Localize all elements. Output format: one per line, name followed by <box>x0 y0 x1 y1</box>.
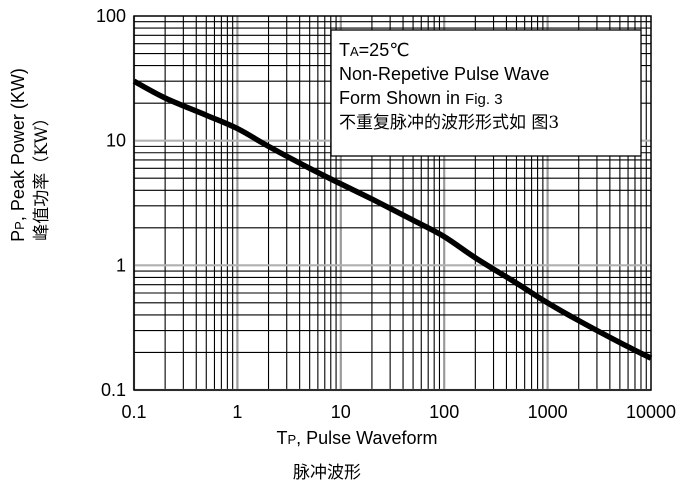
annotation-temp-subscript: A <box>350 44 359 59</box>
y-tick-label: 0.1 <box>101 380 126 400</box>
annotation-figure-ref: Fig. 3 <box>465 91 503 108</box>
annotation-line-3-main: Form Shown in <box>339 88 465 108</box>
y-axis-label-subscript: P <box>12 221 27 230</box>
annotation-temp-value: =25℃ <box>359 40 410 60</box>
x-axis-label-subscript: P <box>287 432 296 447</box>
annotation-temp-symbol: T <box>339 40 350 60</box>
y-tick-label: 1 <box>116 255 126 275</box>
tick-labels: 0.1 1 10 100 1000 10000 0.1 1 10 100 <box>96 6 676 422</box>
y-axis-label-symbol: P <box>8 230 28 242</box>
x-axis-label-cn: 脉冲波形 <box>293 463 361 483</box>
y-axis-label: PP, Peak Power (KW) <box>8 68 28 242</box>
series-layer <box>132 78 653 361</box>
x-tick-label: 1000 <box>528 402 568 422</box>
x-tick-label: 100 <box>429 402 459 422</box>
annotation-condition: TA=25℃ <box>339 40 409 60</box>
x-tick-label: 10 <box>331 402 351 422</box>
annotation-line-3: Form Shown in Fig. 3 <box>339 88 503 108</box>
x-tick-label: 10000 <box>626 402 676 422</box>
series-line-0 <box>132 78 653 361</box>
y-axis-label-text: , Peak Power (KW) <box>8 68 28 221</box>
x-axis-label-text: , Pulse Waveform <box>296 428 437 448</box>
annotation-background <box>330 29 642 157</box>
annotation-line-cn: 不重复脉冲的波形形式如 图3 <box>339 113 559 133</box>
x-axis-label: TP, Pulse Waveform <box>276 428 437 448</box>
x-tick-label: 1 <box>232 402 242 422</box>
plot-border <box>133 15 652 391</box>
y-tick-label: 10 <box>106 131 126 151</box>
y-axis-label-cn: 峰值功率（KW） <box>32 109 52 241</box>
x-tick-label: 0.1 <box>121 402 146 422</box>
y-tick-label: 100 <box>96 6 126 26</box>
annotation-box: TA=25℃ Non-Repetive Pulse Wave Form Shown … <box>330 29 642 157</box>
plot-frame <box>133 15 652 391</box>
annotation-line-2: Non-Repetive Pulse Wave <box>339 64 549 84</box>
x-axis-label-symbol: T <box>276 428 287 448</box>
